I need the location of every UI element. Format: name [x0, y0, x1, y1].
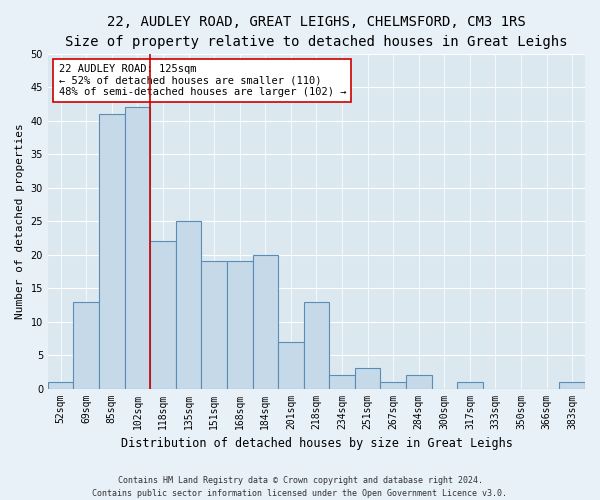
- Text: Contains HM Land Registry data © Crown copyright and database right 2024.
Contai: Contains HM Land Registry data © Crown c…: [92, 476, 508, 498]
- Bar: [457, 382, 482, 388]
- Bar: [304, 302, 329, 388]
- Bar: [278, 342, 304, 388]
- Bar: [406, 375, 431, 388]
- Bar: [125, 108, 150, 388]
- Bar: [253, 254, 278, 388]
- Y-axis label: Number of detached properties: Number of detached properties: [15, 124, 25, 319]
- Bar: [329, 375, 355, 388]
- Bar: [176, 221, 202, 388]
- Bar: [202, 262, 227, 388]
- Bar: [227, 262, 253, 388]
- Bar: [380, 382, 406, 388]
- Bar: [355, 368, 380, 388]
- Text: 22 AUDLEY ROAD: 125sqm
← 52% of detached houses are smaller (110)
48% of semi-de: 22 AUDLEY ROAD: 125sqm ← 52% of detached…: [59, 64, 346, 97]
- Bar: [99, 114, 125, 388]
- Bar: [150, 242, 176, 388]
- Title: 22, AUDLEY ROAD, GREAT LEIGHS, CHELMSFORD, CM3 1RS
Size of property relative to : 22, AUDLEY ROAD, GREAT LEIGHS, CHELMSFOR…: [65, 15, 568, 48]
- X-axis label: Distribution of detached houses by size in Great Leighs: Distribution of detached houses by size …: [121, 437, 512, 450]
- Bar: [48, 382, 73, 388]
- Bar: [73, 302, 99, 388]
- Bar: [559, 382, 585, 388]
